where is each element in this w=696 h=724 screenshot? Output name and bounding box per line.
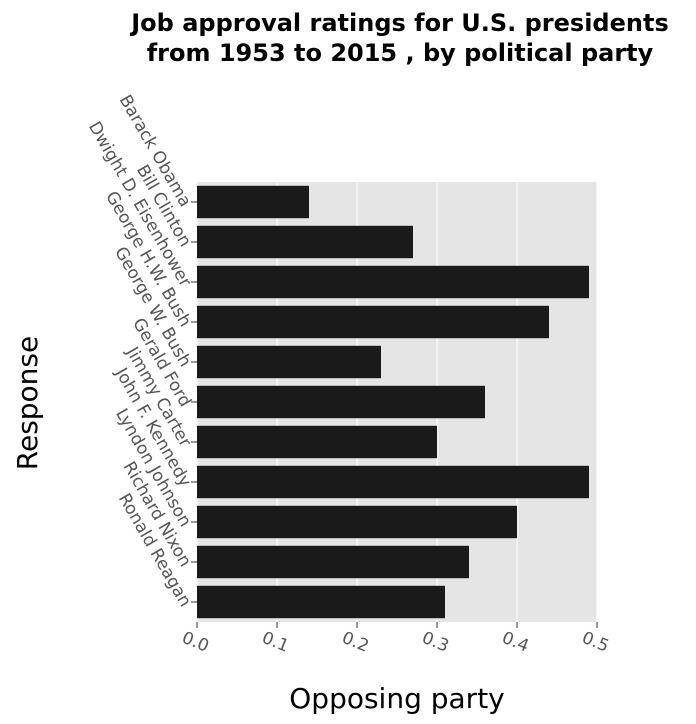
- x-axis: 0.0 0.1 0.2 0.3 0.4 0.5: [179, 622, 612, 657]
- bar: [197, 465, 589, 499]
- bar: [197, 425, 437, 459]
- bar: [197, 545, 469, 579]
- bar: [197, 185, 309, 219]
- bar: [197, 505, 517, 539]
- x-tick-label: 0.0: [179, 628, 212, 657]
- x-tick-label: 0.4: [499, 628, 532, 657]
- y-axis-label: Response: [11, 336, 44, 470]
- bar: [197, 265, 589, 299]
- bar: [197, 385, 485, 419]
- x-tick-label: 0.1: [259, 628, 292, 657]
- bar: [197, 585, 445, 619]
- bar: [197, 225, 413, 259]
- x-tick-label: 0.2: [339, 628, 372, 657]
- bars: [197, 185, 589, 619]
- x-tick-label: 0.3: [419, 628, 452, 657]
- chart-title-line-1: Job approval ratings for U.S. presidents: [129, 9, 668, 37]
- x-tick-label: 0.5: [579, 628, 612, 657]
- bar: [197, 345, 381, 379]
- x-axis-label: Opposing party: [289, 682, 505, 715]
- chart-title-line-2: from 1953 to 2015 , by political party: [147, 39, 654, 67]
- bar: [197, 305, 549, 339]
